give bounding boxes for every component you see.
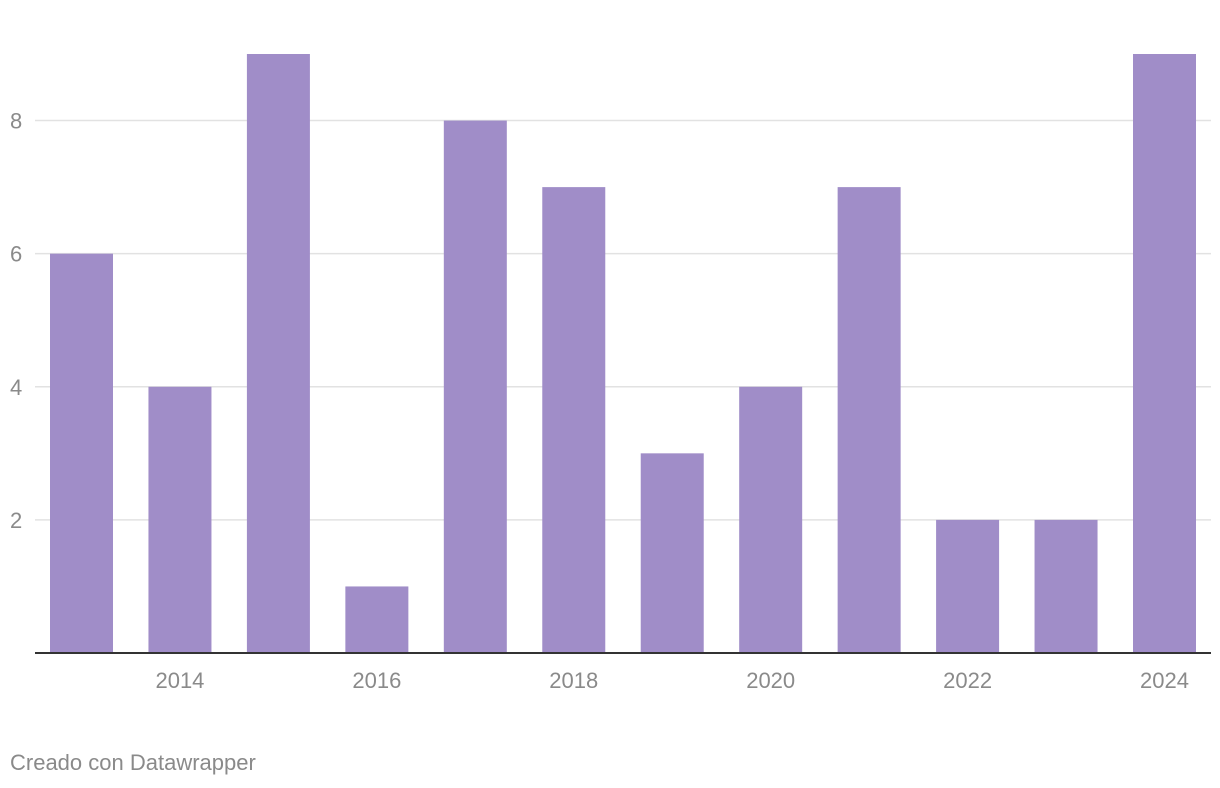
bars xyxy=(50,54,1196,654)
x-tick-label-2020: 2020 xyxy=(746,668,795,693)
bar-2021 xyxy=(837,187,901,653)
x-tick-label-2018: 2018 xyxy=(549,668,598,693)
bar-chart: 2 4 6 8 2014 2016 2018 2020 2022 2024 xyxy=(10,54,1211,693)
bar-2015 xyxy=(246,54,310,653)
gridlines xyxy=(35,119,1211,521)
x-tick-label-2014: 2014 xyxy=(155,668,204,693)
bar-2016 xyxy=(345,586,409,653)
bar-2017 xyxy=(443,120,507,654)
x-tick-label-2022: 2022 xyxy=(943,668,992,693)
bar-2013 xyxy=(50,253,113,653)
bar-2018 xyxy=(542,187,606,653)
y-tick-label-8: 8 xyxy=(10,109,22,134)
bar-2014 xyxy=(148,386,212,653)
credit-text: Creado con Datawrapper xyxy=(10,750,256,775)
x-axis-tick-labels: 2014 2016 2018 2020 2022 2024 xyxy=(155,668,1188,693)
bar-2022 xyxy=(936,519,1000,653)
x-tick-label-2024: 2024 xyxy=(1140,668,1189,693)
y-tick-label-4: 4 xyxy=(10,375,22,400)
y-axis-tick-labels: 2 4 6 8 xyxy=(10,109,22,533)
y-tick-label-6: 6 xyxy=(10,242,22,267)
bar-2023 xyxy=(1034,519,1098,653)
bar-2024 xyxy=(1133,54,1196,653)
bar-2019 xyxy=(640,453,704,653)
x-tick-label-2016: 2016 xyxy=(352,668,401,693)
y-tick-label-2: 2 xyxy=(10,508,22,533)
bar-2020 xyxy=(739,386,803,653)
